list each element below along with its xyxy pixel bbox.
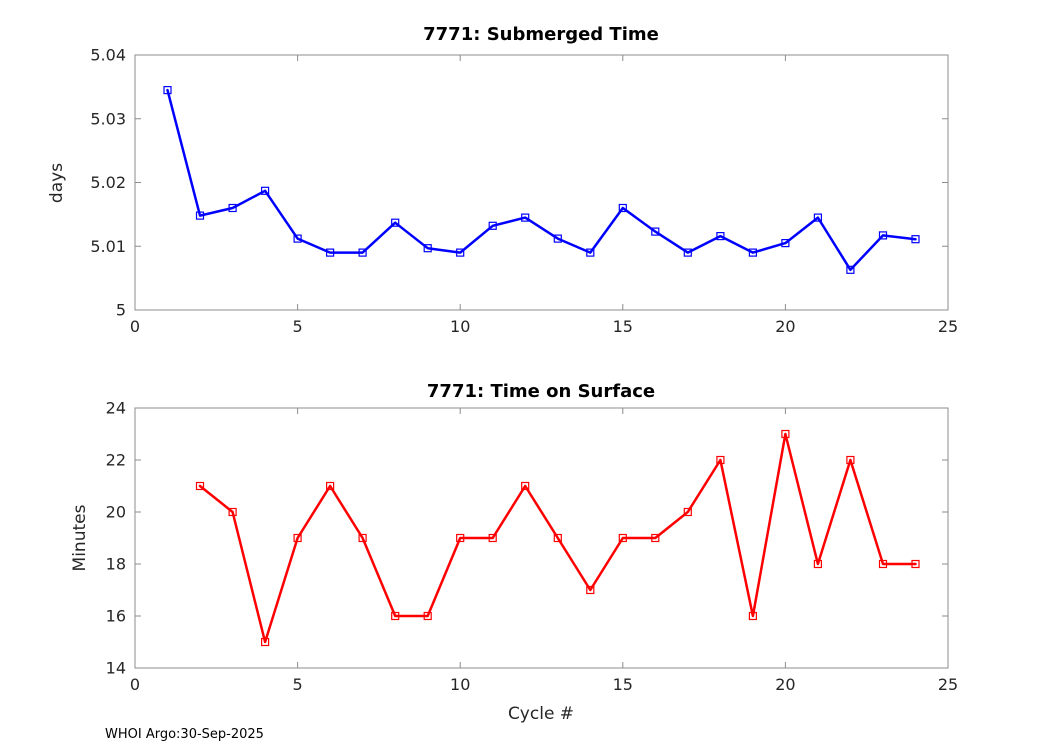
y-tick-label: 18 [106,555,126,574]
data-marker [358,533,367,543]
data-marker [781,239,790,248]
x-tick-label: 20 [775,675,795,694]
data-marker [813,213,823,222]
x-tick-label: 10 [450,317,470,336]
data-marker [358,248,367,257]
y-tick-label: 14 [106,659,126,678]
data-marker [228,507,237,517]
x-tick-label: 5 [293,317,303,336]
y-tick-label: 5.03 [90,109,126,128]
data-marker [651,533,660,543]
x-tick-label: 25 [938,317,958,336]
bottom-chart-title: 7771: Time on Surface [427,381,655,402]
footer-credit: WHOI Argo:30-Sep-2025 [105,727,264,742]
axes-box [134,54,949,311]
data-marker [326,481,335,491]
data-marker [748,611,758,621]
data-marker [781,429,790,439]
data-line [198,432,917,644]
data-marker [488,533,497,543]
data-marker [911,559,920,569]
data-marker [163,85,172,95]
data-marker [553,533,562,543]
data-marker [195,481,205,491]
data-marker [326,248,335,257]
y-tick-label: 20 [106,503,126,522]
data-marker [716,232,725,241]
top-chart-title: 7771: Submerged Time [423,24,659,45]
data-marker [651,227,660,236]
x-tick-label: 10 [450,675,470,694]
data-marker [195,211,205,220]
x-tick-label: 20 [775,317,795,336]
time-on-surface-plot: 0 5 10 15 20 25 14 16 18 20 22 24 [106,399,959,695]
data-marker [293,533,302,543]
data-marker [456,533,465,543]
y-tick-label: 5 [116,301,126,320]
data-marker [716,455,725,465]
data-marker [813,559,823,569]
x-tick-label: 15 [613,317,633,336]
y-tick-label: 5.04 [90,46,126,65]
data-marker [911,235,920,244]
data-marker [683,507,692,517]
data-marker [586,248,595,257]
x-tick-label: 5 [293,675,303,694]
y-tick-label: 22 [106,451,126,470]
y-tick-label: 5.02 [90,173,126,192]
data-marker [391,218,400,227]
data-marker [488,221,497,230]
data-marker [521,213,530,222]
data-marker [293,234,302,243]
x-axis-label: Cycle # [508,704,574,724]
data-marker [618,203,627,213]
y-tick-label: 24 [106,399,126,418]
data-marker [846,455,855,465]
data-marker [391,611,400,621]
data-marker [521,481,530,491]
data-marker [423,244,432,253]
data-marker [261,186,270,195]
bottom-y-axis-label: Minutes [70,504,90,571]
data-marker [586,585,595,595]
x-tick-label: 0 [130,675,140,694]
data-marker [683,248,692,257]
data-marker [846,265,855,274]
data-marker [878,559,888,569]
x-tick-label: 25 [938,675,958,694]
data-marker [423,611,432,621]
y-tick-label: 16 [106,607,126,626]
data-line [166,88,917,272]
x-tick-label: 15 [613,675,633,694]
data-marker [261,637,270,647]
data-marker [878,231,888,240]
data-marker [456,248,465,257]
axes-box [134,407,949,669]
x-tick-label: 0 [130,317,140,336]
data-marker [553,234,562,243]
y-tick-label: 5.01 [90,237,126,256]
top-y-axis-label: days [47,163,67,203]
data-marker [228,203,237,213]
data-marker [618,533,627,543]
data-marker [748,248,758,257]
